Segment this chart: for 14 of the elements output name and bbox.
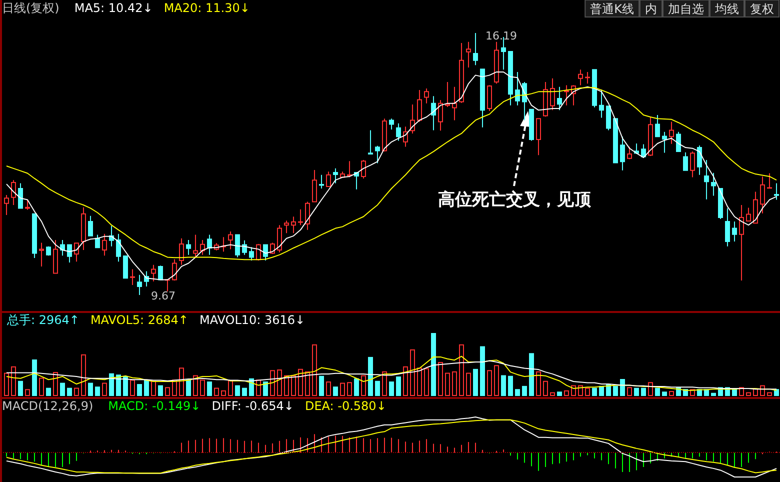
annotation: 高位死亡交叉，见顶 (438, 190, 592, 210)
text: 总手: 2964↑ (6, 313, 80, 327)
text: DIFF: -0.654↓ (212, 399, 294, 413)
chart-title: MACD(12,26,9) (2, 399, 94, 413)
text: MAVOL10: 3616↓ (199, 313, 306, 327)
series-label: DEA: -0.580↓ (304, 399, 386, 413)
text: MACD: -0.149↓ (108, 399, 201, 413)
annotation: 16.19 (486, 30, 517, 42)
chart-subtitle: 普通K线 内 加自选 均线 复权 (590, 2, 774, 16)
chart-title: 日线(复权) (2, 1, 60, 15)
text: MAVOL5: 2684↑ (90, 313, 188, 327)
annotation: 9.67 (151, 290, 176, 302)
text: MA5: 10.42↓ (74, 1, 153, 15)
text: MA20: 11.30↓ (164, 1, 250, 15)
